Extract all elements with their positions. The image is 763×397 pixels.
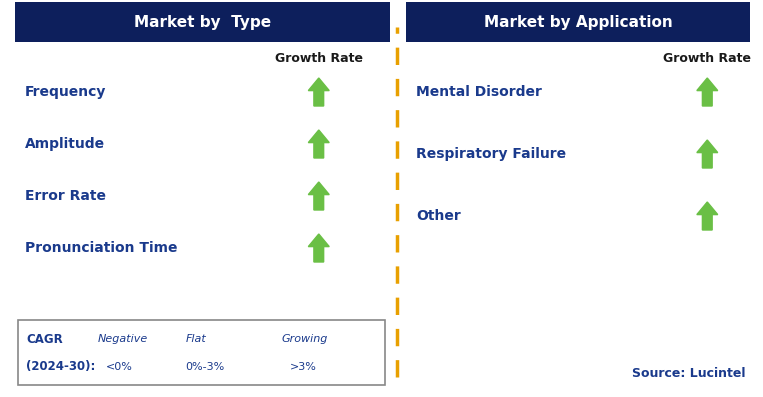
Text: Negative: Negative — [98, 335, 148, 345]
Polygon shape — [163, 339, 182, 367]
Polygon shape — [308, 234, 329, 262]
Polygon shape — [358, 339, 375, 367]
Text: Growth Rate: Growth Rate — [663, 52, 752, 66]
Polygon shape — [308, 130, 329, 158]
FancyBboxPatch shape — [407, 2, 750, 42]
Polygon shape — [697, 140, 718, 168]
Text: Error Rate: Error Rate — [25, 189, 106, 203]
Polygon shape — [308, 78, 329, 106]
FancyBboxPatch shape — [18, 320, 385, 385]
Text: (2024-30):: (2024-30): — [26, 360, 95, 373]
Text: Respiratory Failure: Respiratory Failure — [417, 147, 566, 161]
Polygon shape — [221, 344, 257, 362]
Polygon shape — [697, 78, 718, 106]
Text: <0%: <0% — [105, 362, 133, 372]
Text: Flat: Flat — [185, 335, 206, 345]
Text: Growth Rate: Growth Rate — [275, 52, 362, 66]
Text: Source: Lucintel: Source: Lucintel — [632, 367, 745, 380]
FancyBboxPatch shape — [15, 2, 391, 42]
Text: Pronunciation Time: Pronunciation Time — [25, 241, 178, 255]
Text: CAGR: CAGR — [26, 333, 63, 346]
Polygon shape — [697, 202, 718, 230]
Text: Mental Disorder: Mental Disorder — [417, 85, 542, 99]
Text: >3%: >3% — [290, 362, 317, 372]
Text: Other: Other — [417, 209, 461, 223]
Text: Growing: Growing — [282, 335, 328, 345]
Text: Frequency: Frequency — [25, 85, 106, 99]
Text: Market by  Type: Market by Type — [134, 15, 272, 29]
Polygon shape — [308, 182, 329, 210]
Text: 0%-3%: 0%-3% — [185, 362, 224, 372]
Text: Market by Application: Market by Application — [484, 15, 673, 29]
Text: Amplitude: Amplitude — [25, 137, 105, 151]
